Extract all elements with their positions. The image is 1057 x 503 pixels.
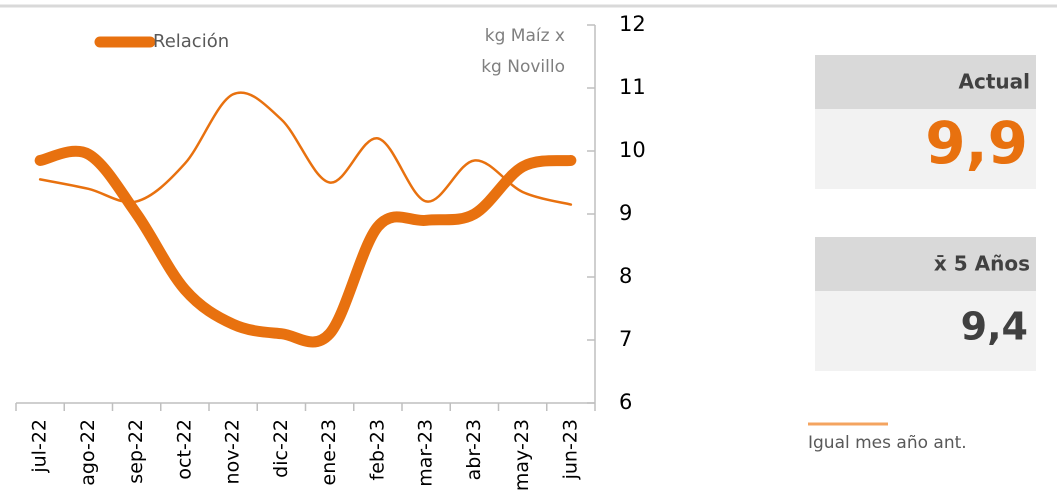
card-body [815,109,1036,189]
y-tick-label: 11 [619,75,646,99]
y-tick-label: 9 [619,201,632,225]
x-tick-label: jul-22 [29,419,51,474]
x-tick-label: nov-22 [222,419,244,484]
y-label: kg Novillo [481,57,565,77]
x-tick-label: ene-23 [318,419,340,485]
y-tick-label: 10 [619,138,646,162]
line-series [38,91,573,206]
card-value: 9,4 [961,305,1028,349]
y-tick-label: 7 [619,327,632,351]
card-body [815,291,1036,371]
line-series [34,145,577,348]
x-tick-label: feb-23 [366,419,388,480]
x-tick-label: jun-23 [559,419,581,480]
card-title: Actual [959,70,1030,94]
legend-label: Relación [153,31,229,52]
x-tick-label: mar-23 [415,419,437,487]
y-label: kg Maíz x [485,26,565,46]
card-header [815,55,1036,109]
x-tick-label: dic-22 [270,419,292,478]
card-header [815,237,1036,291]
x-tick-label: abr-23 [463,419,485,480]
card-title: x̄ 5 Años [934,252,1030,276]
legend-label: Igual mes año ant. [808,433,967,453]
x-tick-label: ago-22 [77,419,99,486]
x-tick-label: oct-22 [173,419,195,480]
y-tick-label: 12 [619,12,646,36]
x-tick-label: may-23 [511,419,533,491]
x-tick-label: sep-22 [125,419,147,484]
card-value: 9,9 [925,109,1028,177]
y-tick-label: 6 [619,390,632,414]
y-tick-label: 8 [619,264,632,288]
